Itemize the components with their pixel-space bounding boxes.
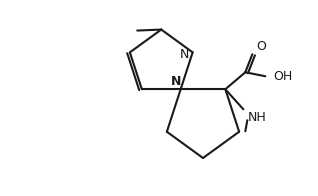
Text: N: N — [171, 75, 181, 88]
Text: OH: OH — [273, 70, 293, 83]
Text: N: N — [179, 48, 189, 61]
Text: NH: NH — [247, 111, 266, 124]
Text: O: O — [256, 40, 266, 53]
